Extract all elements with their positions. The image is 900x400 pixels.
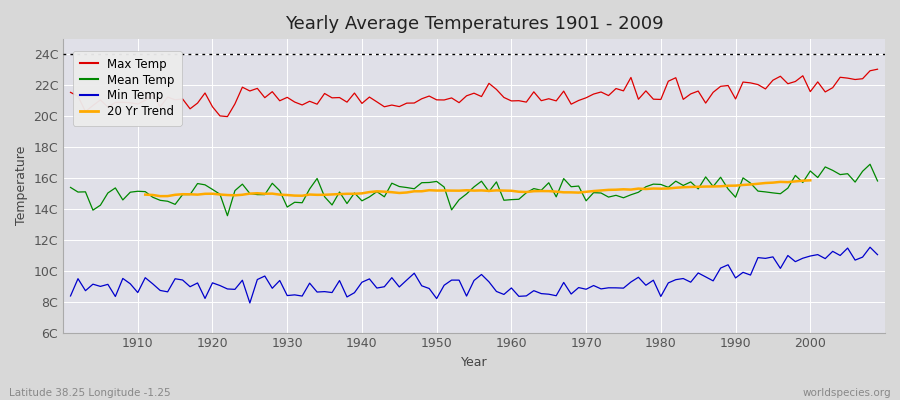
Text: Latitude 38.25 Longitude -1.25: Latitude 38.25 Longitude -1.25 <box>9 388 171 398</box>
Text: worldspecies.org: worldspecies.org <box>803 388 891 398</box>
Legend: Max Temp, Mean Temp, Min Temp, 20 Yr Trend: Max Temp, Mean Temp, Min Temp, 20 Yr Tre… <box>73 50 182 126</box>
X-axis label: Year: Year <box>461 356 487 369</box>
Y-axis label: Temperature: Temperature <box>15 146 28 225</box>
Title: Yearly Average Temperatures 1901 - 2009: Yearly Average Temperatures 1901 - 2009 <box>284 15 663 33</box>
